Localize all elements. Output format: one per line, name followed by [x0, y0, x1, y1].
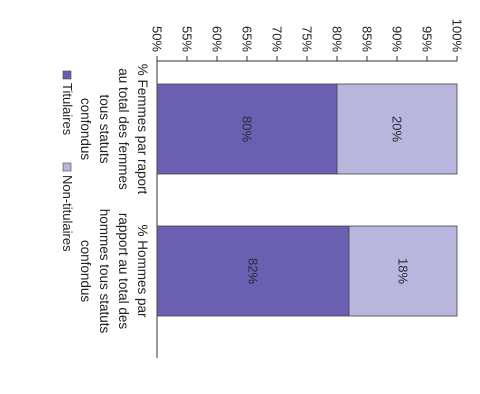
category-label-line: au total des femmes — [116, 68, 131, 190]
category-label-line: hommes tous statuts — [97, 209, 112, 334]
category-label-line: rapport au total des — [116, 213, 131, 330]
category-label-2: % Hommes par rapport au total des hommes t… — [78, 209, 150, 334]
data-label: 82% — [246, 258, 261, 284]
y-axis-ticks: 100% 95% 90% 85% 80% 75% 70% 65% 60% 55% 50% — [150, 19, 465, 61]
legend-label-1: Titulaires — [60, 83, 75, 136]
category-label-line: % Hommes par — [135, 224, 150, 318]
legend-label-2: Non-titulaires — [60, 175, 75, 252]
y-tick-label: 60% — [210, 26, 225, 52]
y-tick-label: 95% — [420, 26, 435, 52]
y-tick-label: 100% — [450, 19, 465, 53]
bars: 80% 20% 82% 18% — [156, 83, 458, 317]
bar-non-titulaires-1 — [336, 83, 458, 175]
chart-rotated-group: 100% 95% 90% 85% 80% 75% 70% 65% 60% 55% 50% 80% 20… — [60, 19, 465, 358]
data-label: 20% — [390, 116, 405, 142]
y-tick-label: 65% — [240, 26, 255, 52]
y-tick-label: 70% — [270, 26, 285, 52]
data-label: 18% — [396, 258, 411, 284]
category-label-1: % Femmes par raport au total des femmes to… — [78, 64, 150, 195]
legend: Titulaires Non-titulaires — [60, 70, 75, 252]
data-label: 80% — [240, 116, 255, 142]
category-label-line: tous statuts — [97, 94, 112, 163]
y-tick-label: 50% — [150, 26, 165, 52]
category-labels: % Femmes par raport au total des femmes to… — [78, 64, 150, 334]
y-tick-label: 75% — [300, 26, 315, 52]
y-tick-label: 80% — [330, 26, 345, 52]
y-tick-label: 90% — [390, 26, 405, 52]
y-tick-label: 85% — [360, 26, 375, 52]
legend-swatch-2 — [62, 162, 72, 172]
category-label-line: % Femmes par raport — [135, 64, 150, 195]
category-label-line: confondus — [78, 240, 93, 303]
bar-non-titulaires-2 — [348, 225, 458, 317]
y-tick-label: 55% — [180, 26, 195, 52]
legend-swatch-1 — [62, 70, 72, 80]
category-label-line: confondus — [78, 98, 93, 161]
